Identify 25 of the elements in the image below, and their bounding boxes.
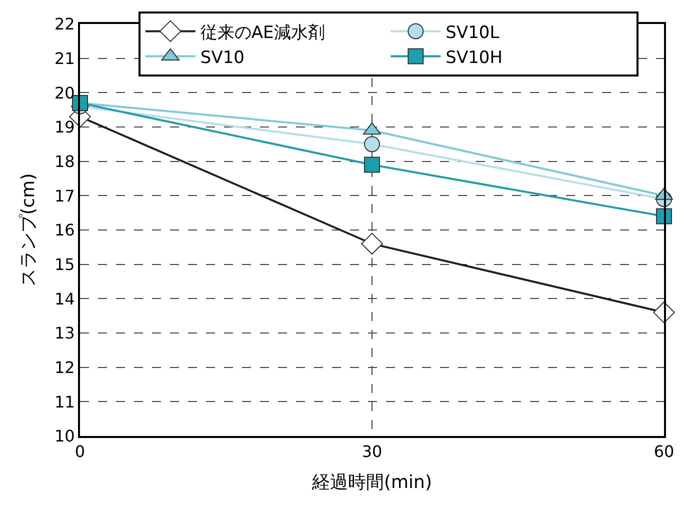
y-tick-label: 15: [54, 254, 75, 274]
legend-label: SV10: [200, 48, 244, 68]
x-axis-title: 経過時間(min): [311, 472, 432, 493]
legend-label: SV10L: [446, 22, 500, 43]
y-tick-label: 18: [54, 152, 75, 171]
x-tick-label: 0: [74, 442, 86, 462]
y-tick-label: 19: [54, 118, 75, 137]
y-axis-title: スランプ(cm): [18, 173, 40, 287]
y-tick-label: 17: [54, 186, 75, 206]
y-tick-label: 21: [54, 48, 75, 68]
y-tick-label: 22: [54, 14, 75, 34]
y-tick-label: 12: [54, 358, 75, 377]
legend-label: SV10H: [446, 48, 503, 68]
legend-label: 従来のAE減水剤: [200, 22, 325, 43]
point: [364, 136, 380, 152]
y-tick-label: 10: [54, 426, 75, 446]
y-tick-label: 20: [54, 83, 75, 102]
y-tick-label: 14: [54, 289, 75, 308]
point: [364, 156, 380, 173]
point: [361, 232, 383, 255]
x-tick-label: 60: [654, 442, 674, 462]
y-tick-label: 16: [54, 220, 75, 240]
y-tick-label: 11: [54, 392, 75, 412]
y-tick-label: 13: [54, 324, 75, 343]
x-tick-label: 30: [362, 442, 382, 462]
